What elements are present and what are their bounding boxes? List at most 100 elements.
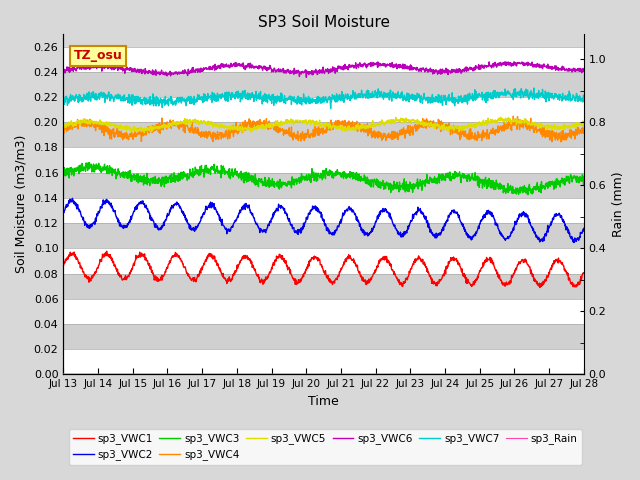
- Bar: [63, 173, 584, 198]
- sp3_Rain: [291, 371, 299, 377]
- sp3_VWC1: [121, 276, 129, 282]
- sp3_VWC3: [60, 175, 67, 180]
- sp3_VWC3: [356, 176, 364, 181]
- sp3_VWC6: [510, 59, 518, 65]
- Text: TZ_osu: TZ_osu: [74, 49, 122, 62]
- sp3_VWC4: [580, 130, 588, 136]
- sp3_VWC6: [100, 63, 108, 69]
- Title: SP3 Soil Moisture: SP3 Soil Moisture: [257, 15, 390, 30]
- sp3_VWC4: [509, 113, 517, 119]
- sp3_Rain: [356, 371, 364, 377]
- sp3_Rain: [121, 371, 129, 377]
- X-axis label: Time: Time: [308, 395, 339, 408]
- sp3_VWC6: [291, 68, 299, 74]
- sp3_VWC1: [536, 285, 544, 290]
- sp3_VWC5: [60, 124, 67, 130]
- Line: sp3_VWC3: sp3_VWC3: [63, 163, 584, 195]
- sp3_VWC2: [121, 223, 129, 229]
- sp3_VWC1: [580, 270, 588, 276]
- Bar: [63, 299, 584, 324]
- sp3_Rain: [280, 371, 288, 377]
- sp3_VWC6: [356, 60, 364, 66]
- sp3_Rain: [300, 371, 308, 377]
- sp3_VWC7: [580, 95, 588, 101]
- sp3_VWC7: [327, 106, 335, 111]
- sp3_VWC7: [356, 94, 364, 100]
- sp3_VWC3: [580, 179, 588, 185]
- sp3_VWC4: [280, 128, 288, 133]
- Legend: sp3_VWC1, sp3_VWC2, sp3_VWC3, sp3_VWC4, sp3_VWC5, sp3_VWC6, sp3_VWC7, sp3_Rain: sp3_VWC1, sp3_VWC2, sp3_VWC3, sp3_VWC4, …: [68, 429, 582, 465]
- sp3_VWC2: [580, 226, 588, 231]
- sp3_VWC2: [301, 221, 308, 227]
- Line: sp3_VWC7: sp3_VWC7: [63, 88, 584, 108]
- Bar: [63, 248, 584, 274]
- sp3_VWC2: [60, 209, 67, 215]
- Bar: [63, 72, 584, 97]
- sp3_VWC6: [300, 70, 308, 75]
- sp3_VWC1: [281, 257, 289, 263]
- Line: sp3_VWC4: sp3_VWC4: [63, 116, 584, 142]
- sp3_VWC7: [100, 90, 108, 96]
- sp3_Rain: [100, 371, 108, 377]
- sp3_VWC7: [280, 96, 288, 102]
- sp3_VWC3: [121, 169, 129, 175]
- sp3_VWC5: [121, 126, 129, 132]
- sp3_VWC4: [60, 129, 67, 135]
- Bar: [63, 122, 584, 147]
- Bar: [63, 47, 584, 72]
- Bar: [63, 223, 584, 248]
- sp3_VWC4: [300, 138, 308, 144]
- Bar: [63, 349, 584, 374]
- Line: sp3_VWC6: sp3_VWC6: [63, 62, 584, 77]
- sp3_VWC3: [86, 160, 93, 166]
- sp3_Rain: [60, 371, 67, 377]
- sp3_VWC1: [301, 271, 308, 276]
- sp3_VWC3: [100, 167, 108, 173]
- Line: sp3_VWC2: sp3_VWC2: [63, 198, 584, 242]
- sp3_VWC4: [291, 133, 299, 139]
- sp3_VWC5: [281, 121, 289, 127]
- Y-axis label: Soil Moisture (m3/m3): Soil Moisture (m3/m3): [15, 135, 28, 273]
- Bar: [63, 97, 584, 122]
- sp3_VWC5: [301, 120, 308, 126]
- sp3_VWC2: [291, 228, 299, 234]
- sp3_VWC3: [281, 180, 289, 186]
- sp3_VWC1: [60, 263, 67, 268]
- sp3_VWC5: [356, 125, 364, 131]
- sp3_VWC5: [100, 120, 108, 125]
- sp3_VWC5: [497, 114, 504, 120]
- sp3_VWC6: [303, 74, 310, 80]
- sp3_Rain: [580, 371, 588, 377]
- sp3_VWC4: [100, 122, 108, 128]
- Bar: [63, 274, 584, 299]
- Line: sp3_VWC5: sp3_VWC5: [63, 117, 584, 132]
- sp3_VWC1: [291, 281, 299, 287]
- sp3_VWC2: [100, 201, 108, 207]
- sp3_VWC7: [291, 98, 299, 104]
- sp3_VWC2: [281, 205, 289, 211]
- sp3_VWC5: [580, 121, 588, 127]
- sp3_VWC3: [524, 192, 532, 198]
- sp3_VWC5: [140, 130, 148, 135]
- sp3_VWC6: [280, 69, 288, 75]
- Y-axis label: Rain (mm): Rain (mm): [612, 171, 625, 237]
- sp3_VWC7: [530, 85, 538, 91]
- sp3_VWC2: [68, 195, 76, 201]
- sp3_VWC6: [121, 71, 129, 76]
- Bar: [63, 198, 584, 223]
- sp3_VWC2: [570, 240, 578, 245]
- sp3_VWC5: [291, 118, 299, 123]
- sp3_VWC2: [356, 221, 364, 227]
- sp3_VWC4: [356, 121, 364, 127]
- sp3_VWC1: [103, 248, 111, 254]
- sp3_VWC7: [300, 98, 308, 104]
- sp3_VWC3: [291, 179, 299, 185]
- sp3_VWC6: [60, 65, 67, 71]
- sp3_VWC1: [356, 269, 364, 275]
- sp3_VWC1: [100, 253, 108, 259]
- sp3_VWC7: [121, 96, 129, 102]
- sp3_VWC4: [121, 130, 129, 136]
- sp3_VWC6: [580, 67, 588, 72]
- sp3_VWC4: [557, 139, 564, 145]
- sp3_VWC7: [60, 95, 67, 100]
